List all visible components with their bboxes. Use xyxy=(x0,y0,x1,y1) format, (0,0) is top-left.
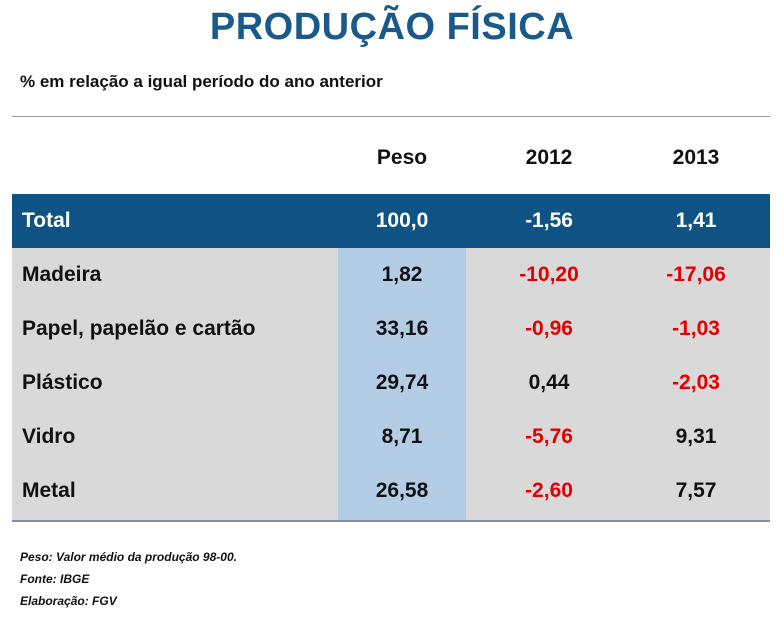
total-2013: 1,41 xyxy=(675,209,717,232)
row-peso: 33,16 xyxy=(375,317,429,340)
row-peso: 1,82 xyxy=(381,263,423,286)
row-value-2013: -2,03 xyxy=(672,371,720,394)
row-label: Vidro xyxy=(22,425,76,448)
row-label: Plástico xyxy=(22,371,103,394)
header-peso: Peso xyxy=(376,146,428,169)
row-label: Madeira xyxy=(22,263,102,286)
top-divider xyxy=(12,116,770,117)
total-peso: 100,0 xyxy=(375,209,429,232)
row-label: Metal xyxy=(22,479,76,502)
row-value-2012: -2,60 xyxy=(525,479,573,502)
row-value-2012: 0,44 xyxy=(528,371,570,394)
row-peso: 29,74 xyxy=(375,371,429,394)
footnote-elaboration: Elaboração: FGV xyxy=(20,594,117,608)
header-2013: 2013 xyxy=(672,146,720,169)
row-peso: 26,58 xyxy=(375,479,429,502)
table-row: Metal 26,58 -2,60 7,57 xyxy=(12,464,770,518)
total-2012: -1,56 xyxy=(525,209,573,232)
table-row: Papel, papelão e cartão 33,16 -0,96 -1,03 xyxy=(12,302,770,356)
row-value-2013: 7,57 xyxy=(675,479,717,502)
row-value-2012: -0,96 xyxy=(525,317,573,340)
row-label: Papel, papelão e cartão xyxy=(22,317,256,340)
row-peso: 8,71 xyxy=(381,425,423,448)
page-title: PRODUÇÃO FÍSICA xyxy=(209,6,575,48)
row-value-2013: -1,03 xyxy=(672,317,720,340)
total-label: Total xyxy=(22,209,71,232)
total-row: Total 100,0 -1,56 1,41 xyxy=(12,194,770,248)
footnotes: Peso: Valor médio da produção 98-00. Fon… xyxy=(20,546,237,612)
row-value-2012: -10,20 xyxy=(519,263,579,286)
row-value-2013: 9,31 xyxy=(675,425,717,448)
row-value-2012: -5,76 xyxy=(525,425,573,448)
table-body: Madeira 1,82 -10,20 -17,06 Papel, papelão e … xyxy=(12,248,770,522)
table-header-row: Peso 2012 2013 xyxy=(12,128,770,194)
page-subtitle: % em relação a igual período do ano ante… xyxy=(20,72,383,91)
table-row: Madeira 1,82 -10,20 -17,06 xyxy=(12,248,770,302)
peso-column-highlight xyxy=(338,248,466,520)
footnote-source: Fonte: IBGE xyxy=(20,572,90,586)
table-row: Plástico 29,74 0,44 -2,03 xyxy=(12,356,770,410)
header-2012: 2012 xyxy=(525,146,573,169)
row-value-2013: -17,06 xyxy=(666,263,726,286)
table-row: Vidro 8,71 -5,76 9,31 xyxy=(12,410,770,464)
footnote-peso: Peso: Valor médio da produção 98-00. xyxy=(20,550,237,564)
data-table: Peso 2012 2013 Total 100,0 -1,56 1,41 Ma… xyxy=(12,128,770,522)
